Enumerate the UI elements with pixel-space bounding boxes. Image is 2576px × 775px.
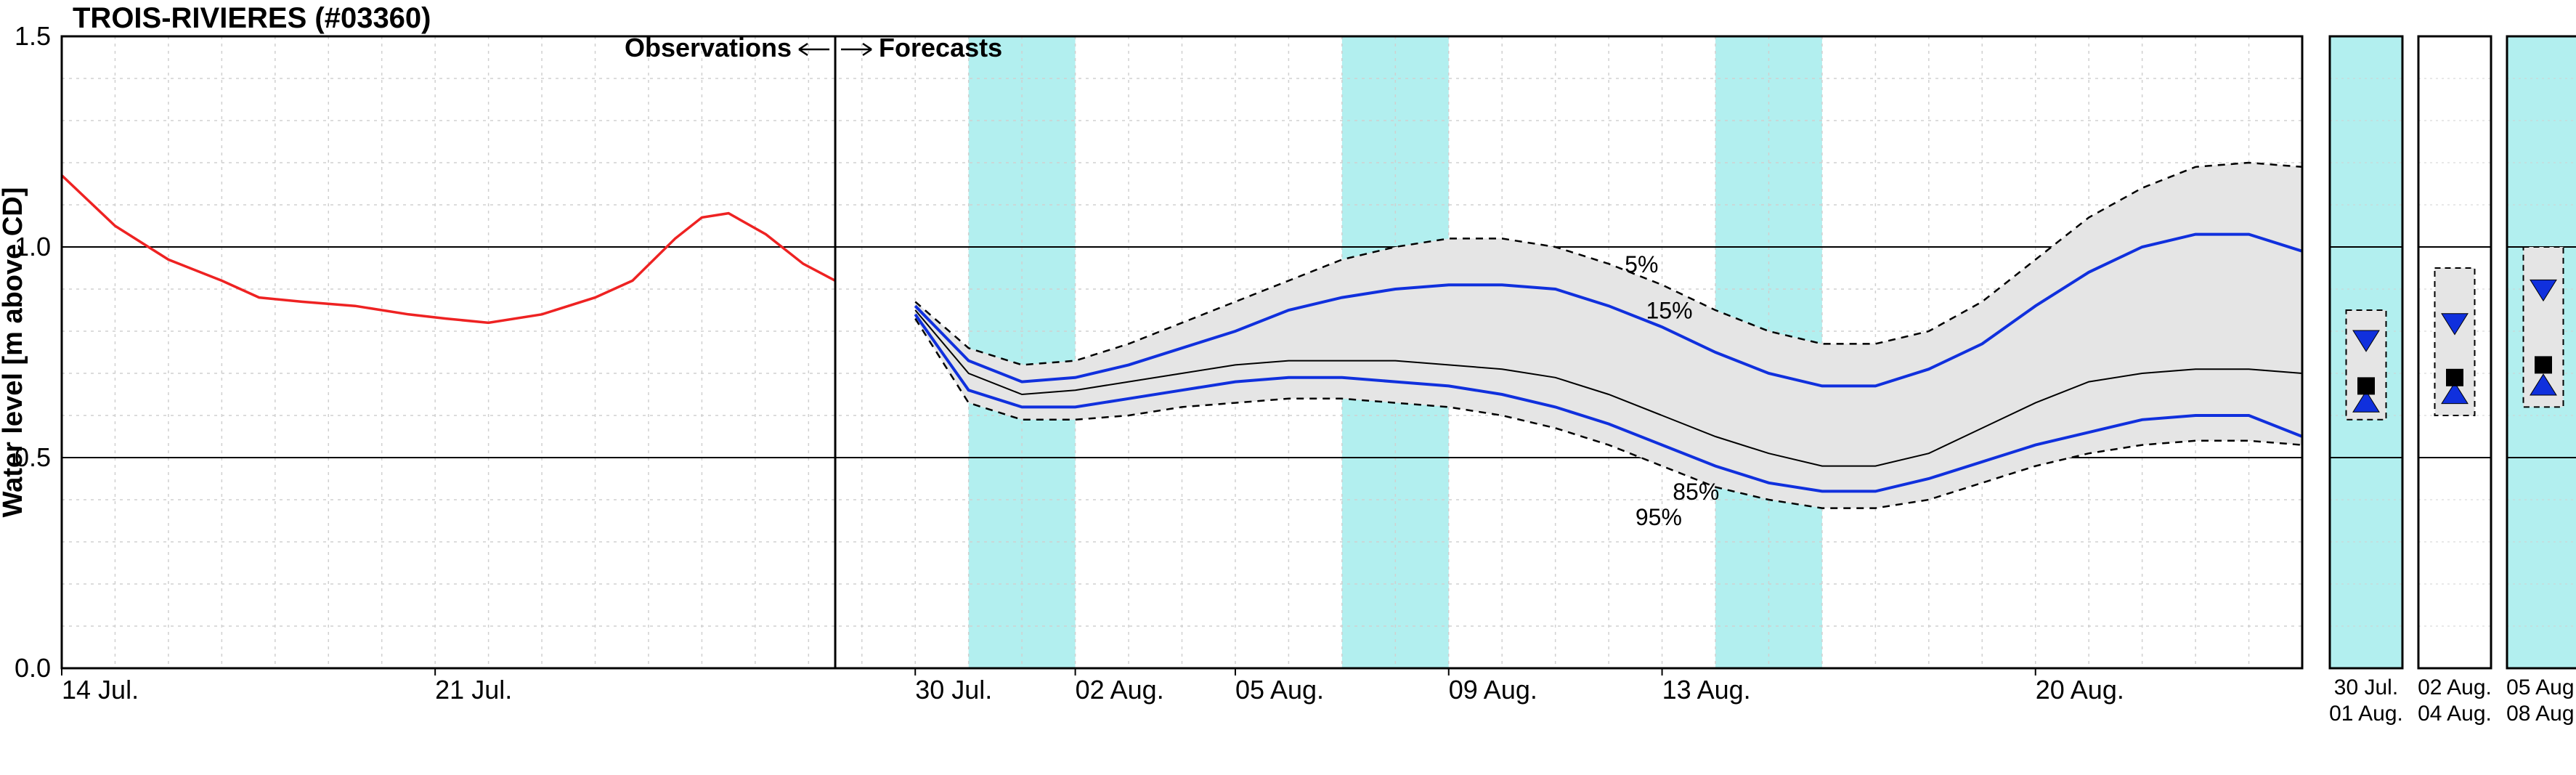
chart-svg: ObservationsForecasts5%15%85%95%0.00.51.…: [0, 0, 2576, 775]
square-median-icon: [2446, 369, 2463, 386]
water-level-forecast-chart: ObservationsForecasts5%15%85%95%0.00.51.…: [0, 0, 2576, 775]
x-tick-label: 14 Jul.: [62, 675, 139, 705]
summary-date-bottom: 01 Aug.: [2329, 702, 2403, 726]
summary-date-bottom: 08 Aug.: [2506, 702, 2576, 726]
summary-date-bottom: 04 Aug.: [2418, 702, 2492, 726]
x-tick-label: 05 Aug.: [1235, 675, 1324, 705]
percentile-label: 85%: [1673, 479, 1719, 505]
y-tick-label: 0.0: [15, 653, 51, 683]
x-tick-label: 20 Aug.: [2036, 675, 2124, 705]
percentile-label: 15%: [1646, 298, 1693, 324]
summary-date-top: 30 Jul.: [2334, 675, 2398, 699]
x-tick-label: 30 Jul.: [915, 675, 992, 705]
x-tick-label: 13 Aug.: [1662, 675, 1751, 705]
square-median-icon: [2357, 377, 2375, 394]
percentile-label: 5%: [1625, 251, 1658, 277]
y-axis-label: Water level [m above CD]: [0, 187, 28, 518]
x-tick-label: 02 Aug.: [1076, 675, 1164, 705]
square-median-icon: [2535, 356, 2552, 373]
percentile-label: 95%: [1636, 504, 1682, 530]
summary-date-top: 05 Aug.: [2506, 675, 2576, 699]
summary-date-top: 02 Aug.: [2418, 675, 2492, 699]
x-tick-label: 21 Jul.: [435, 675, 512, 705]
chart-title: TROIS-RIVIERES (#03360): [73, 2, 431, 34]
y-tick-label: 1.5: [15, 21, 51, 51]
x-tick-label: 09 Aug.: [1449, 675, 1537, 705]
